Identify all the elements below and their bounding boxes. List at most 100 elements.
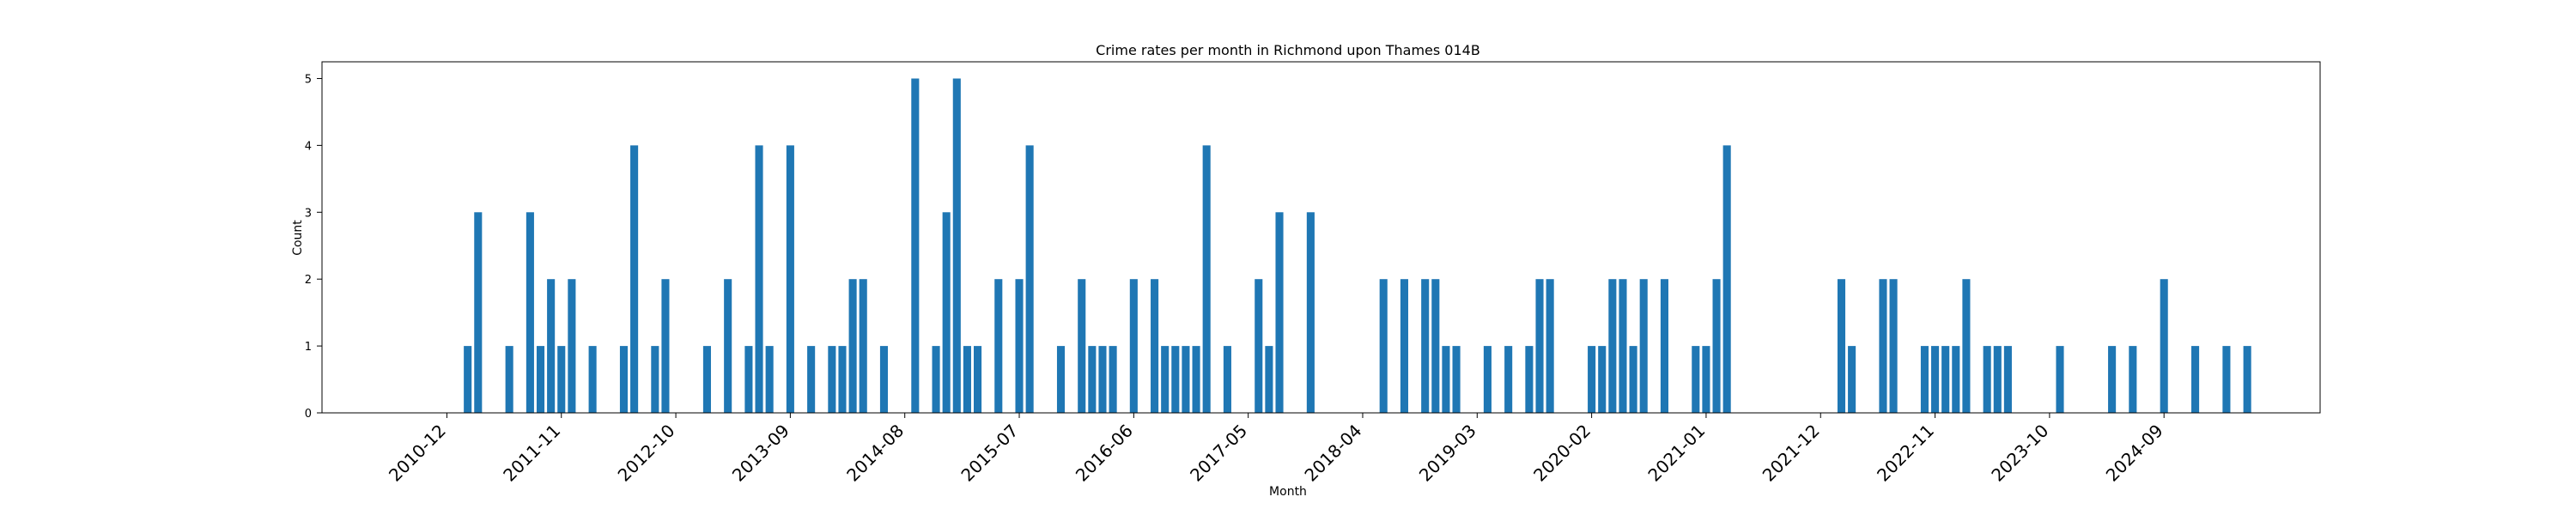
bar-2013-03 xyxy=(724,279,732,413)
bar-2021-03 xyxy=(1722,145,1731,413)
bar-2014-09 xyxy=(911,78,920,413)
bar-2012-02 xyxy=(588,346,597,413)
y-tick-label: 2 xyxy=(305,274,312,287)
bar-2012-05 xyxy=(619,346,629,413)
bar-2022-07 xyxy=(1889,279,1898,413)
bar-2011-08 xyxy=(526,212,534,413)
bar-2013-06 xyxy=(755,145,763,413)
bar-2013-09 xyxy=(786,145,794,413)
bar-2015-05 xyxy=(994,279,1003,413)
bar-2017-06 xyxy=(1255,279,1263,413)
bar-2018-06 xyxy=(1379,279,1388,413)
bar-2023-05 xyxy=(1993,346,2002,413)
bar-2019-08 xyxy=(1525,346,1534,413)
y-tick-label: 4 xyxy=(305,140,312,153)
y-axis-label: Count xyxy=(291,220,305,256)
bar-2016-10 xyxy=(1171,346,1180,413)
bar-2015-01 xyxy=(952,78,961,413)
x-axis-label: Month xyxy=(1269,485,1307,499)
bar-2014-04 xyxy=(859,279,867,413)
bar-2024-06 xyxy=(2129,346,2137,413)
bar-2023-06 xyxy=(2003,346,2012,413)
bar-2016-02 xyxy=(1088,346,1097,413)
bar-2015-11 xyxy=(1056,346,1066,413)
bar-2022-02 xyxy=(1837,279,1846,413)
bar-2022-06 xyxy=(1879,279,1887,413)
bar-2017-01 xyxy=(1202,145,1211,413)
y-tick-label: 5 xyxy=(305,73,312,86)
bar-2014-02 xyxy=(838,346,847,413)
bar-2025-05 xyxy=(2243,346,2251,413)
y-tick-label: 1 xyxy=(305,341,312,354)
bar-2019-09 xyxy=(1535,279,1544,413)
bar-2014-06 xyxy=(879,346,889,413)
bar-2015-07 xyxy=(1015,279,1024,413)
bar-2024-12 xyxy=(2191,346,2200,413)
bar-2011-09 xyxy=(536,346,545,413)
bar-2013-11 xyxy=(807,346,816,413)
bar-2019-06 xyxy=(1504,346,1513,413)
bar-2023-11 xyxy=(2056,346,2064,413)
bar-2012-09 xyxy=(661,279,670,413)
bar-2016-12 xyxy=(1192,346,1200,413)
bar-2016-08 xyxy=(1151,279,1159,413)
bar-2018-12 xyxy=(1442,346,1450,413)
bar-2022-12 xyxy=(1941,346,1950,413)
bar-2013-05 xyxy=(744,346,753,413)
bar-2020-04 xyxy=(1608,279,1617,413)
bar-2012-08 xyxy=(651,346,659,413)
bar-2017-11 xyxy=(1306,212,1315,413)
bar-2023-02 xyxy=(1962,279,1971,413)
y-axis: 0 1 2 3 4 5 xyxy=(305,73,322,421)
bar-2013-07 xyxy=(765,346,774,413)
bar-2016-06 xyxy=(1129,279,1138,413)
bar-2019-04 xyxy=(1483,346,1492,413)
plot-frame xyxy=(321,61,2321,414)
bar-2012-06 xyxy=(630,145,639,413)
bar-2024-04 xyxy=(2108,346,2117,413)
bar-2020-12 xyxy=(1692,346,1700,413)
bar-2021-01 xyxy=(1702,346,1710,413)
bar-2011-02 xyxy=(464,346,472,413)
bar-2020-05 xyxy=(1619,279,1627,413)
chart-title: Crime rates per month in Richmond upon T… xyxy=(1096,42,1480,58)
bar-2020-03 xyxy=(1598,346,1607,413)
bar-2017-08 xyxy=(1275,212,1284,413)
bar-2014-12 xyxy=(942,212,951,413)
y-tick-label: 0 xyxy=(305,408,312,421)
bar-2016-01 xyxy=(1078,279,1086,413)
bar-2015-02 xyxy=(963,346,971,413)
bar-2015-08 xyxy=(1025,145,1034,413)
bar-2017-07 xyxy=(1265,346,1273,413)
bar-2021-02 xyxy=(1712,279,1721,413)
bar-2020-07 xyxy=(1639,279,1648,413)
bar-2011-06 xyxy=(505,346,513,413)
bar-2022-11 xyxy=(1931,346,1940,413)
bars-group xyxy=(464,78,2251,413)
bar-2014-11 xyxy=(932,346,940,413)
bar-2016-09 xyxy=(1161,346,1170,413)
bar-2011-03 xyxy=(474,212,483,413)
bar-2018-11 xyxy=(1431,279,1440,413)
bar-2018-08 xyxy=(1400,279,1409,413)
bar-2020-09 xyxy=(1660,279,1668,413)
bar-2016-04 xyxy=(1109,346,1117,413)
bar-2017-03 xyxy=(1223,346,1231,413)
bar-2025-03 xyxy=(2222,346,2231,413)
bar-2011-11 xyxy=(557,346,566,413)
bar-2018-10 xyxy=(1421,279,1430,413)
bar-2016-03 xyxy=(1098,346,1107,413)
bar-2020-02 xyxy=(1588,346,1596,413)
bar-2019-10 xyxy=(1546,279,1554,413)
bar-2016-11 xyxy=(1182,346,1190,413)
bar-2014-03 xyxy=(848,279,857,413)
y-tick-label: 3 xyxy=(305,207,312,220)
bar-2022-03 xyxy=(1848,346,1856,413)
bar-2024-09 xyxy=(2160,279,2168,413)
bar-2022-10 xyxy=(1920,346,1929,413)
bar-2019-01 xyxy=(1452,346,1461,413)
bar-2013-01 xyxy=(702,346,711,413)
bar-2014-01 xyxy=(828,346,836,413)
